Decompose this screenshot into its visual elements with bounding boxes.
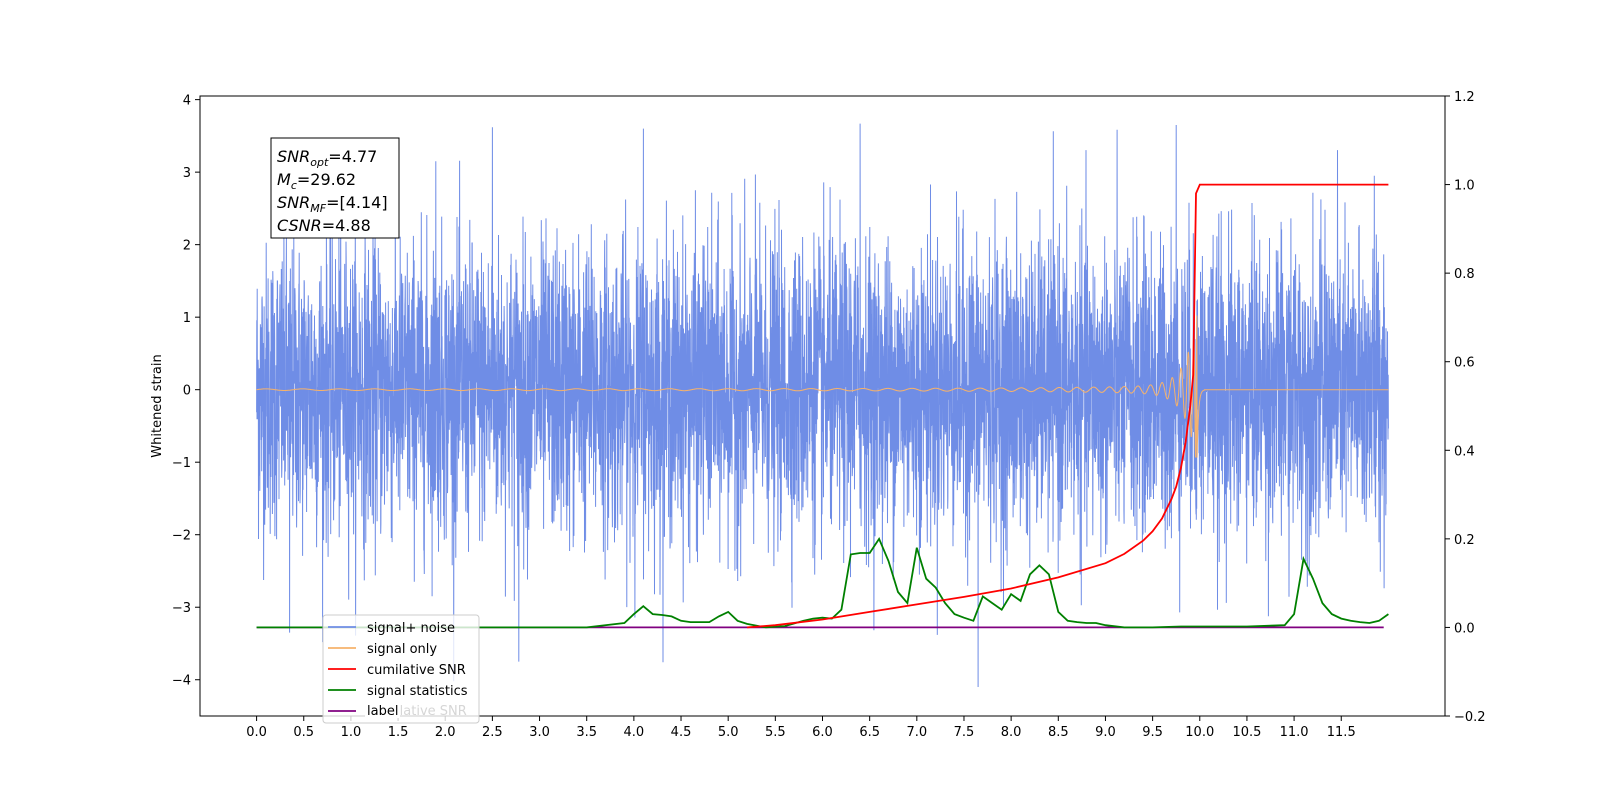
y2-tick-label: −0.2 [1454,710,1486,725]
y-tick-label: −2 [172,529,191,544]
series-signal-noise-line [256,123,1389,688]
y2-tick-label: 1.0 [1454,179,1475,194]
y-tick-label: −4 [172,674,191,689]
x-tick-label: 8.0 [1001,725,1022,740]
annotation-box [270,137,400,239]
x-tick-label: 0.0 [246,725,267,740]
y2-tick-label: 0.0 [1454,621,1475,636]
y-tick-label: 0 [183,384,191,399]
x-tick-label: 6.0 [812,725,833,740]
legend-entry-label: label [367,704,398,719]
legend-entry-label: signal only [367,642,437,657]
legend: signal+ noise signal only cumilative SNR si… [322,614,480,724]
annotation-line: SNRopt=4.77 [277,147,377,169]
x-tick-label: 4.0 [624,725,645,740]
x-tick-label: 8.5 [1048,725,1069,740]
y2-tick-label: 0.8 [1454,267,1475,282]
x-tick-label: 0.5 [293,725,314,740]
x-tick-label: 9.0 [1095,725,1116,740]
y-tick-label: 4 [183,94,191,109]
series-signal-only-line [256,315,1389,458]
x-tick-label: 3.0 [529,725,550,740]
y-tick-label: 3 [183,166,191,181]
legend-entry-label: signal+ noise [367,621,455,636]
x-tick-label: 5.0 [718,725,739,740]
x-tick-label: 9.5 [1142,725,1163,740]
x-tick-label: 2.0 [435,725,456,740]
annotation-line: CSNR=4.88 [277,216,371,235]
y2-tick-label: 0.6 [1454,356,1475,371]
y-axis-right: 1.2 1.0 0.8 0.6 0.4 0.2 0.0 −0.2 [1445,90,1486,725]
y-axis-label: Whitened strain [150,354,165,457]
x-axis: 0.0 0.5 1.0 1.5 2.0 2.5 3.0 3.5 4.0 4.5 5.0 5.5 6.0 6… [246,716,1356,740]
annotation-line: Mc=29.62 [277,170,356,192]
y-axis-left: 4 3 2 1 0 −1 −2 −3 −4 [172,94,200,689]
y-tick-label: −1 [172,456,191,471]
legend-entry-label: cumilative SNR [367,663,466,678]
x-tick-label: 3.5 [576,725,597,740]
x-tick-label: 1.0 [341,725,362,740]
y2-tick-label: 1.2 [1454,90,1475,105]
legend-overlay-mask [365,700,400,718]
x-tick-label: 11.0 [1280,725,1309,740]
legend-box [322,614,480,724]
y2-tick-label: 0.2 [1454,533,1475,548]
annotation-line: SNRMF=[4.14] [277,193,388,215]
x-tick-label: 11.5 [1327,725,1356,740]
x-tick-label: 2.5 [482,725,503,740]
legend-entry-label: signal statistics [367,684,468,699]
plot-area [256,123,1389,688]
x-tick-label: 7.5 [954,725,975,740]
x-tick-label: 6.5 [859,725,880,740]
x-tick-label: 5.5 [765,725,786,740]
y2-tick-label: 0.4 [1454,444,1475,459]
y-tick-label: 2 [183,239,191,254]
x-tick-label: 10.0 [1185,725,1214,740]
series-signal-statistics-line [256,537,1389,629]
y-tick-label: −3 [172,601,191,616]
x-tick-label: 10.5 [1232,725,1261,740]
series-cumulative-snr-line [746,183,1389,629]
x-tick-label: 1.5 [388,725,409,740]
x-tick-label: 7.0 [906,725,927,740]
x-tick-label: 4.5 [671,725,692,740]
y-tick-label: 1 [183,311,191,326]
